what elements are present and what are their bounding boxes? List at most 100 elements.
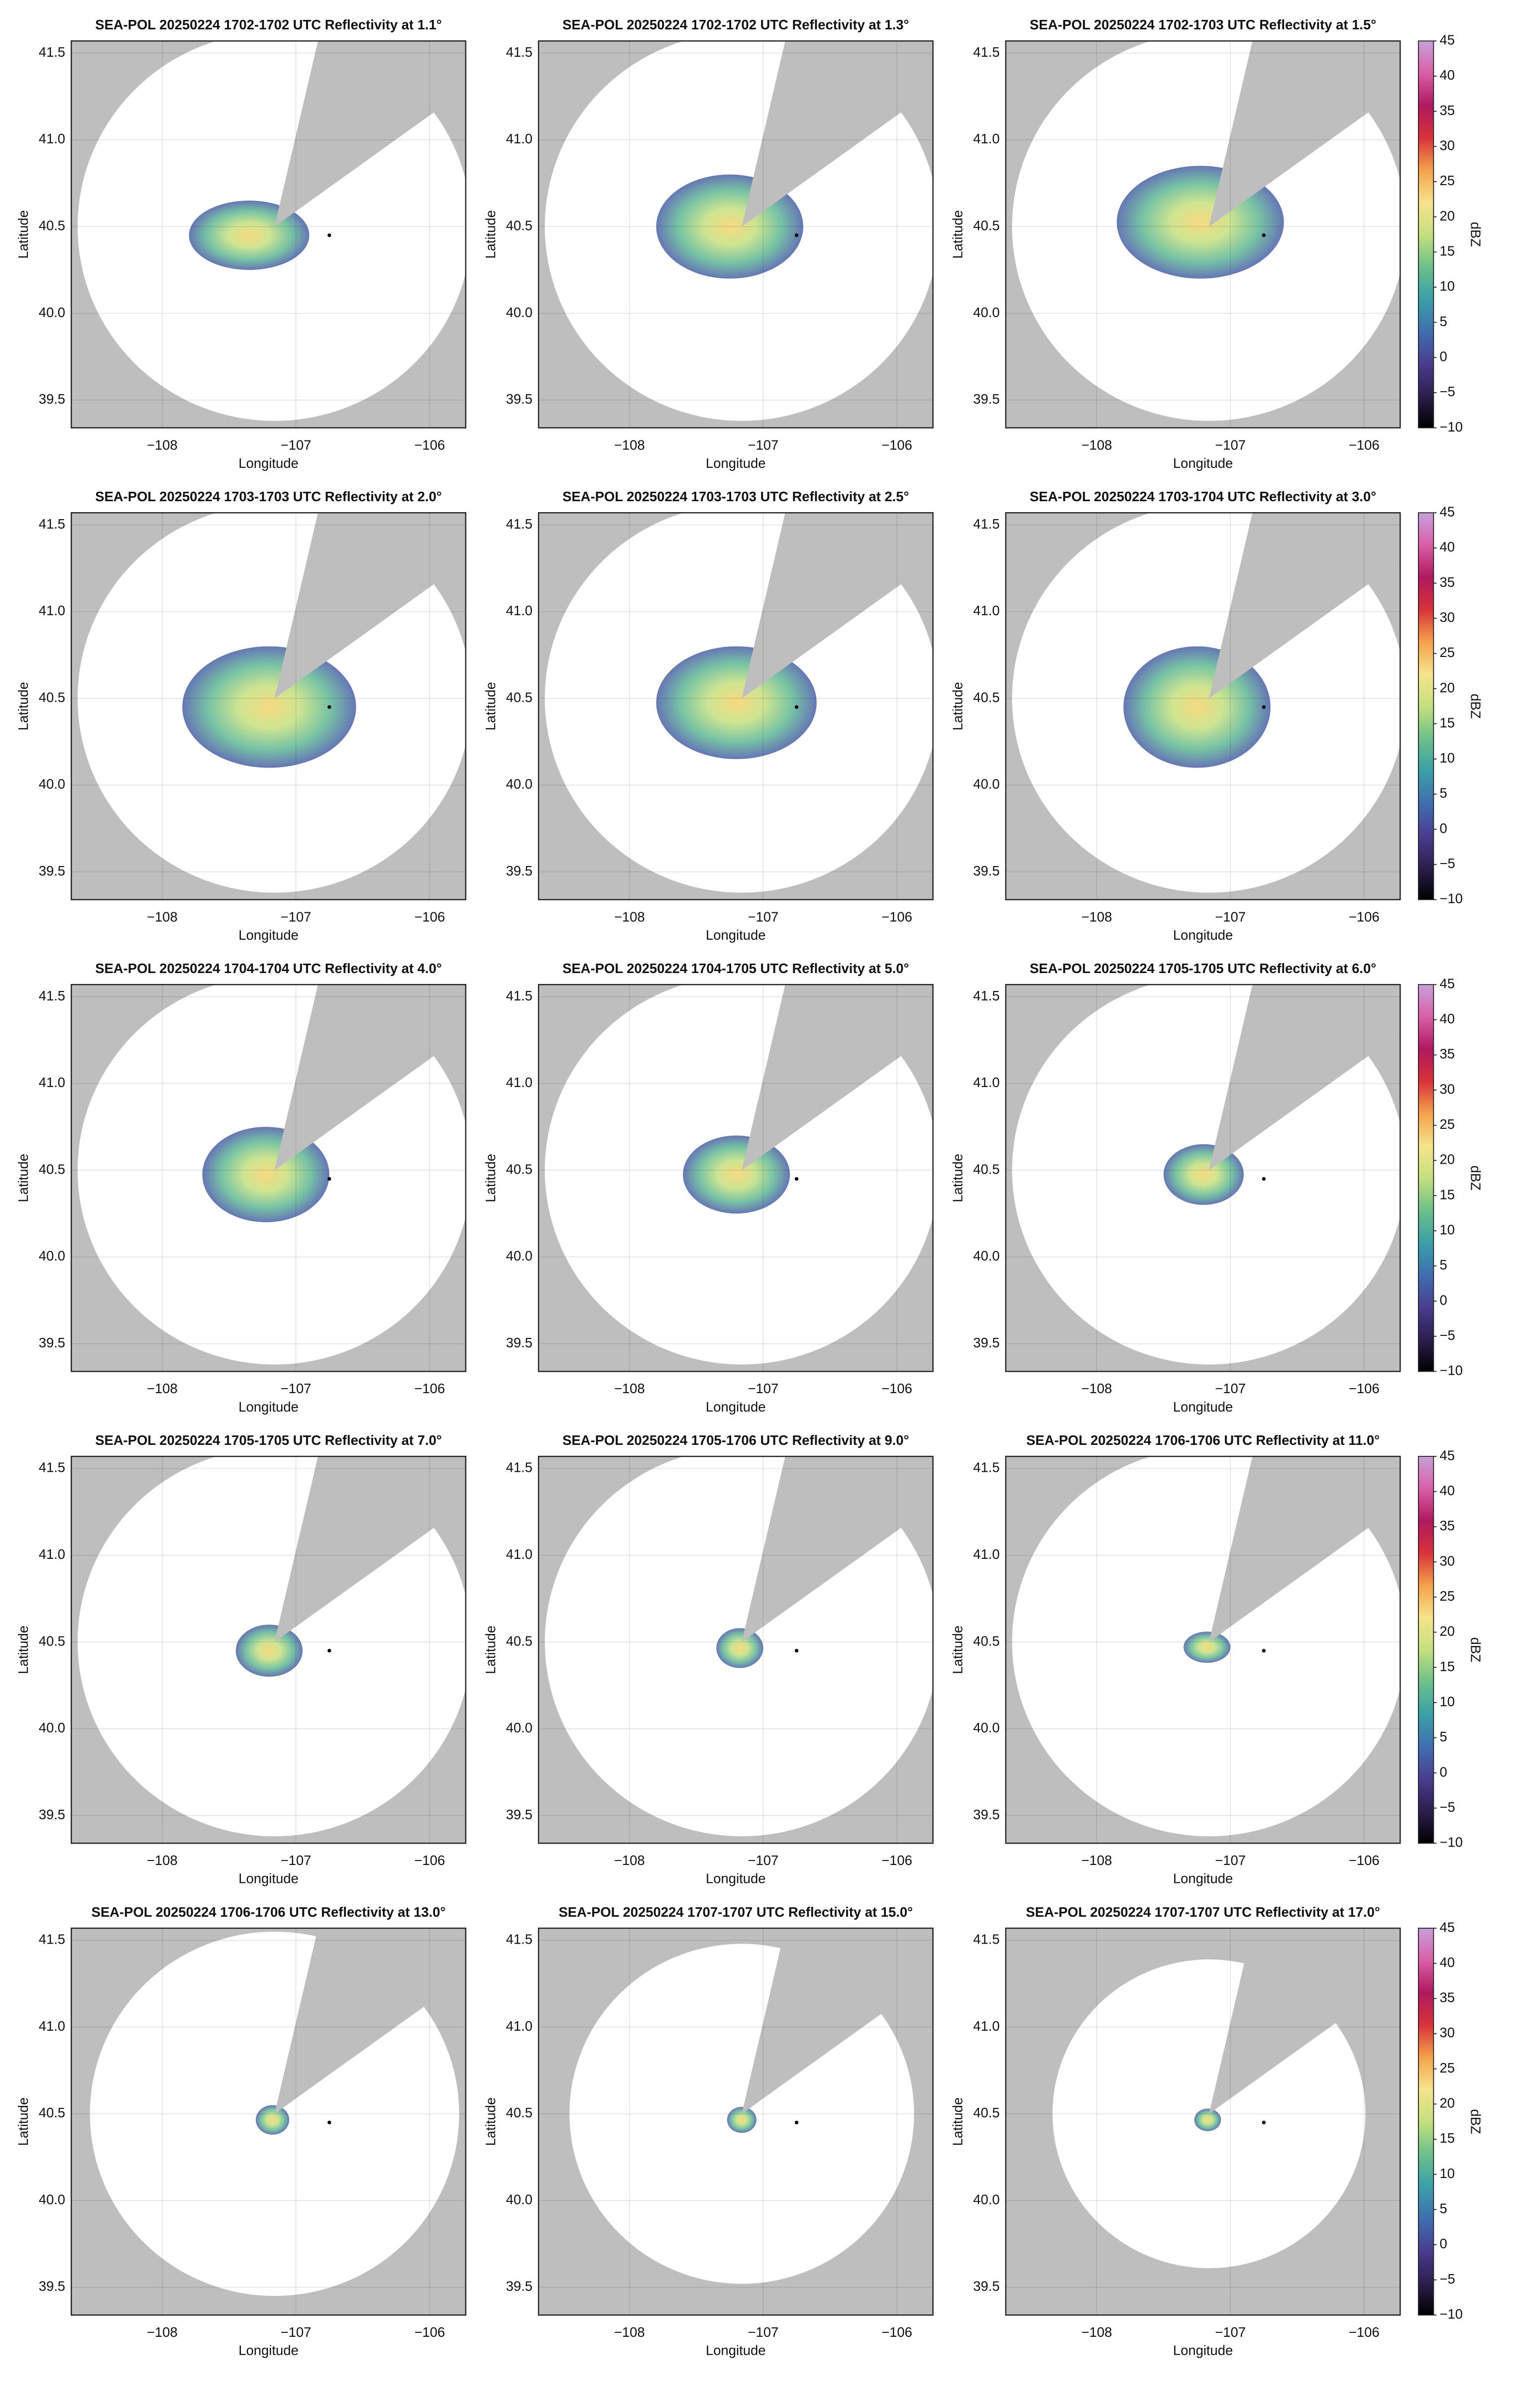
point [794,2120,799,2125]
x-tick-label: −106 [414,909,445,924]
y-tick-label: 41.0 [39,131,65,146]
colorbar-tick-label: 40 [1440,1955,1455,1970]
colorbar-tick-label: 5 [1440,1729,1447,1745]
y-tick-label: 40.0 [39,2191,65,2207]
point [327,1177,331,1181]
y-tick-label: 41.0 [506,1075,532,1090]
point [327,2120,331,2125]
point [1262,2120,1266,2125]
x-tick-label: −108 [1082,1853,1112,1868]
colorbar-tick-label: 15 [1440,715,1455,730]
y-tick-label: 39.5 [39,1335,65,1350]
x-tick-label: −106 [1349,437,1380,452]
point [1262,233,1266,237]
y-tick-label: 40.0 [39,776,65,792]
y-tick-label: 40.0 [506,305,532,320]
colorbar-tick-label: 10 [1440,2166,1455,2181]
y-tick-label: 39.5 [506,2279,532,2294]
x-axis-label: Longitude [706,1871,765,1886]
y-tick-label: 41.5 [39,516,65,532]
blocked-sector [1209,1456,1401,1642]
chart-title: SEA-POL 20250224 1705-1706 UTC Reflectiv… [562,1432,909,1448]
chart-title: SEA-POL 20250224 1707-1707 UTC Reflectiv… [558,1904,913,1920]
y-tick-label: 41.0 [39,1075,65,1090]
panel: −108 −107 −106 39.5 40.0 40.5 41.0 41.5 SEA-POL … [483,17,934,471]
chart-title: SEA-POL 20250224 1702-1703 UTC Reflectiv… [1030,17,1376,32]
colorbar-tick-label: 30 [1440,1553,1455,1568]
plot-area [539,1928,933,2315]
y-tick-label: 40.0 [973,305,999,320]
y-tick-label: 40.5 [39,218,65,233]
plot-area [539,41,933,428]
x-tick-label: −108 [1082,909,1112,924]
y-tick-label: 41.0 [973,603,999,618]
y-tick-label: 40.0 [506,1248,532,1264]
y-tick-label: 39.5 [973,1335,999,1350]
panel: −108 −107 −106 39.5 40.0 40.5 41.0 41.5 SEA-POL … [483,489,934,943]
blocked-sector [1209,1928,1401,2114]
y-tick-label: 39.5 [973,2279,999,2294]
y-tick-label: 41.5 [39,1932,65,1947]
y-axis-label: Latitude [950,2097,966,2146]
colorbar-tick-label: 20 [1440,1624,1455,1639]
colorbar-tick-label: 20 [1440,208,1455,223]
x-tick-label: −107 [281,2324,312,2340]
panel: −108 −107 −106 39.5 40.0 40.5 41.0 41.5 SEA-POL … [950,1904,1484,2358]
axes-frame [1005,512,1401,900]
x-tick-label: −107 [1215,1381,1246,1396]
plot-area [1005,1456,1401,1844]
blocked-sector [1209,985,1401,1171]
blocked-sector [742,985,933,1171]
x-tick-label: −107 [281,1853,312,1868]
y-tick-label: 39.5 [506,391,532,407]
y-tick-label: 41.0 [973,1075,999,1090]
x-tick-label: −107 [748,2324,778,2340]
y-tick-label: 40.5 [39,1161,65,1177]
y-tick-label: 41.5 [506,44,532,60]
axes-frame [1005,984,1401,1372]
chart-title: SEA-POL 20250224 1705-1705 UTC Reflectiv… [95,1432,441,1448]
y-tick-label: 41.5 [506,516,532,532]
x-tick-label: −107 [1215,2324,1246,2340]
colorbar-label: dBZ [1468,222,1483,247]
x-axis-label: Longitude [706,1399,765,1415]
y-tick-label: 39.5 [506,1335,532,1350]
x-tick-label: −108 [614,2324,645,2340]
x-tick-label: −108 [147,1853,178,1868]
colorbar-tick-label: 35 [1440,1990,1455,2005]
colorbar-tick-label: 45 [1440,504,1455,519]
panel: −108 −107 −106 39.5 40.0 40.5 41.0 41.5 SEA-POL … [15,961,466,1415]
point [1262,1177,1266,1181]
colorbar-tick-label: 40 [1440,67,1455,83]
x-axis-label: Longitude [238,455,298,471]
chart-title: SEA-POL 20250224 1702-1702 UTC Reflectiv… [95,17,441,32]
echo-region [235,1625,303,1677]
colorbar [1417,984,1434,1372]
y-tick-label: 40.5 [973,689,999,705]
y-tick-label: 40.0 [506,1720,532,1736]
colorbar-tick-label: 40 [1440,1011,1455,1026]
colorbar-tick-label: −10 [1440,891,1463,906]
axes-frame [538,1927,934,2316]
y-tick-label: 40.0 [39,1720,65,1736]
x-tick-label: −107 [748,1381,778,1396]
axes-frame [538,984,934,1372]
y-tick-label: 40.5 [506,1633,532,1648]
colorbar [1417,1456,1434,1844]
y-tick-label: 41.5 [973,988,999,1003]
echo-region [255,2105,290,2135]
point [794,1648,799,1653]
y-tick-label: 41.5 [973,516,999,532]
axes-frame [538,40,934,429]
x-tick-label: −106 [414,1381,445,1396]
x-tick-label: −107 [748,909,778,924]
y-tick-label: 40.5 [973,1633,999,1648]
colorbar-label: dBZ [1468,1166,1483,1191]
chart-title: SEA-POL 20250224 1704-1704 UTC Reflectiv… [95,961,441,976]
y-axis-label: Latitude [483,1626,498,1674]
x-tick-label: −106 [881,437,912,452]
blocked-sector [1209,513,1401,699]
blocked-sector [1209,41,1401,227]
y-tick-label: 40.5 [506,218,532,233]
